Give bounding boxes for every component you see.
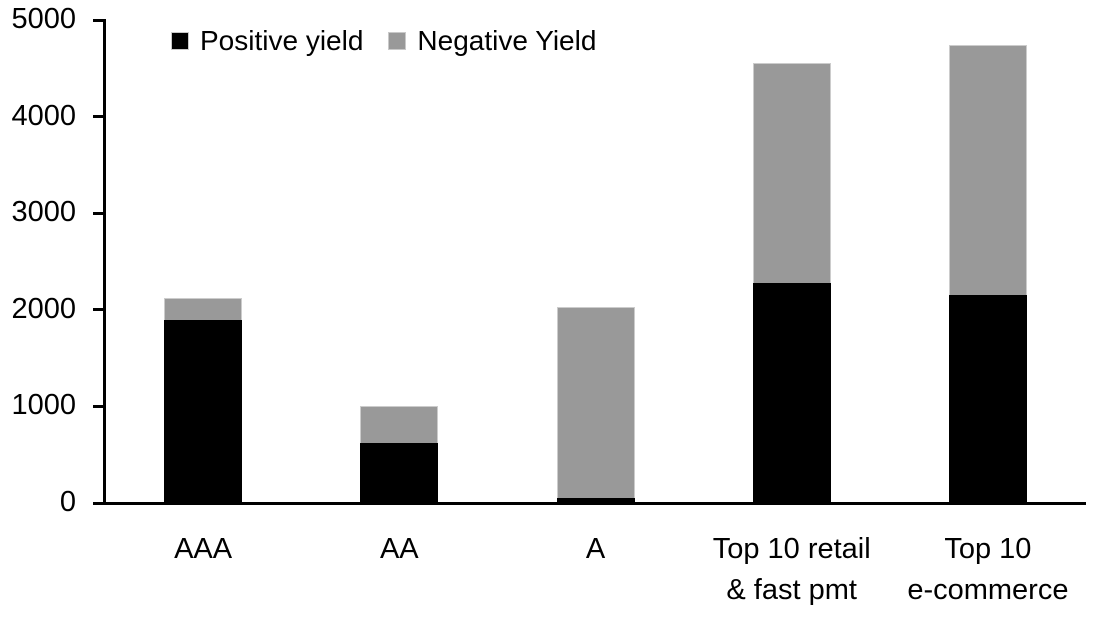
bar-segment-negative-yield [556,306,635,499]
bar-segment-negative-yield [948,45,1027,296]
x-axis-line [93,502,1086,505]
positive-yield-swatch-icon [171,32,189,50]
x-category-label: AA [379,533,419,565]
legend-item-positive-yield: Positive yield [171,26,363,56]
y-tick-label: 2000 [11,292,76,325]
negative-yield-swatch-icon [388,32,407,50]
bar-segment-positive-yield [556,498,635,503]
bar-segment-positive-yield [164,320,243,503]
y-tick-label: 3000 [11,196,76,229]
x-category-label: AAA [174,533,233,565]
y-tick-mark [93,404,105,408]
legend-label-positive-yield: Positive yield [200,25,364,56]
legend: Positive yield Negative Yield [171,26,596,56]
legend-item-negative-yield: Negative Yield [388,26,596,56]
bar-segment-negative-yield [164,297,243,321]
y-axis-line [103,19,106,505]
y-tick-label: 1000 [11,389,76,422]
y-tick-label: 5000 [11,3,76,35]
bar-segment-negative-yield [360,405,439,444]
y-tick-mark [93,211,105,215]
y-tick-mark [93,308,105,312]
y-tick-mark [93,501,105,505]
legend-label-negative-yield: Negative Yield [417,25,597,56]
y-tick-mark [93,18,105,22]
x-category-label: Top 10 e-commerce [907,533,1069,606]
bar-segment-positive-yield [360,443,439,503]
x-category-label: Top 10 retail & fast pmt [712,533,871,606]
bar-segment-positive-yield [948,295,1027,503]
x-category-label: A [585,533,606,565]
bar-segment-negative-yield [752,63,831,283]
y-tick-label: 0 [59,486,76,518]
y-tick-mark [93,115,105,119]
y-tick-label: 4000 [11,99,76,132]
bar-segment-positive-yield [752,282,831,503]
